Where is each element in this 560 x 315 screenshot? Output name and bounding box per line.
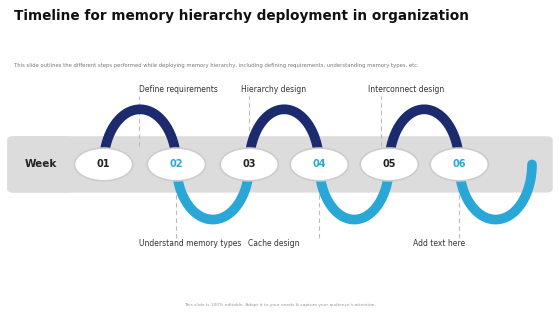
FancyBboxPatch shape [7, 136, 74, 193]
Circle shape [290, 148, 348, 181]
Text: Interconnect design: Interconnect design [368, 85, 445, 94]
Text: Cache design: Cache design [248, 239, 300, 249]
Text: This slide is 100% editable. Adapt it to your needs & capture your audience's at: This slide is 100% editable. Adapt it to… [184, 303, 376, 307]
Text: Add text here: Add text here [413, 239, 465, 249]
Text: 04: 04 [312, 159, 326, 169]
Circle shape [147, 148, 206, 181]
Circle shape [220, 148, 278, 181]
Text: 01: 01 [97, 159, 110, 169]
FancyBboxPatch shape [7, 136, 553, 193]
Circle shape [74, 148, 133, 181]
Text: Understand memory types: Understand memory types [139, 239, 241, 249]
Circle shape [360, 148, 418, 181]
Text: 03: 03 [242, 159, 256, 169]
Text: 06: 06 [452, 159, 466, 169]
Text: This slide outlines the different steps performed while deploying memory hierarc: This slide outlines the different steps … [14, 63, 419, 68]
Text: 05: 05 [382, 159, 396, 169]
Text: Define requirements: Define requirements [139, 85, 218, 94]
Text: Week: Week [25, 159, 57, 169]
Circle shape [430, 148, 488, 181]
Text: Timeline for memory hierarchy deployment in organization: Timeline for memory hierarchy deployment… [14, 9, 469, 23]
Text: 02: 02 [170, 159, 183, 169]
Text: Hierarchy design: Hierarchy design [241, 85, 306, 94]
